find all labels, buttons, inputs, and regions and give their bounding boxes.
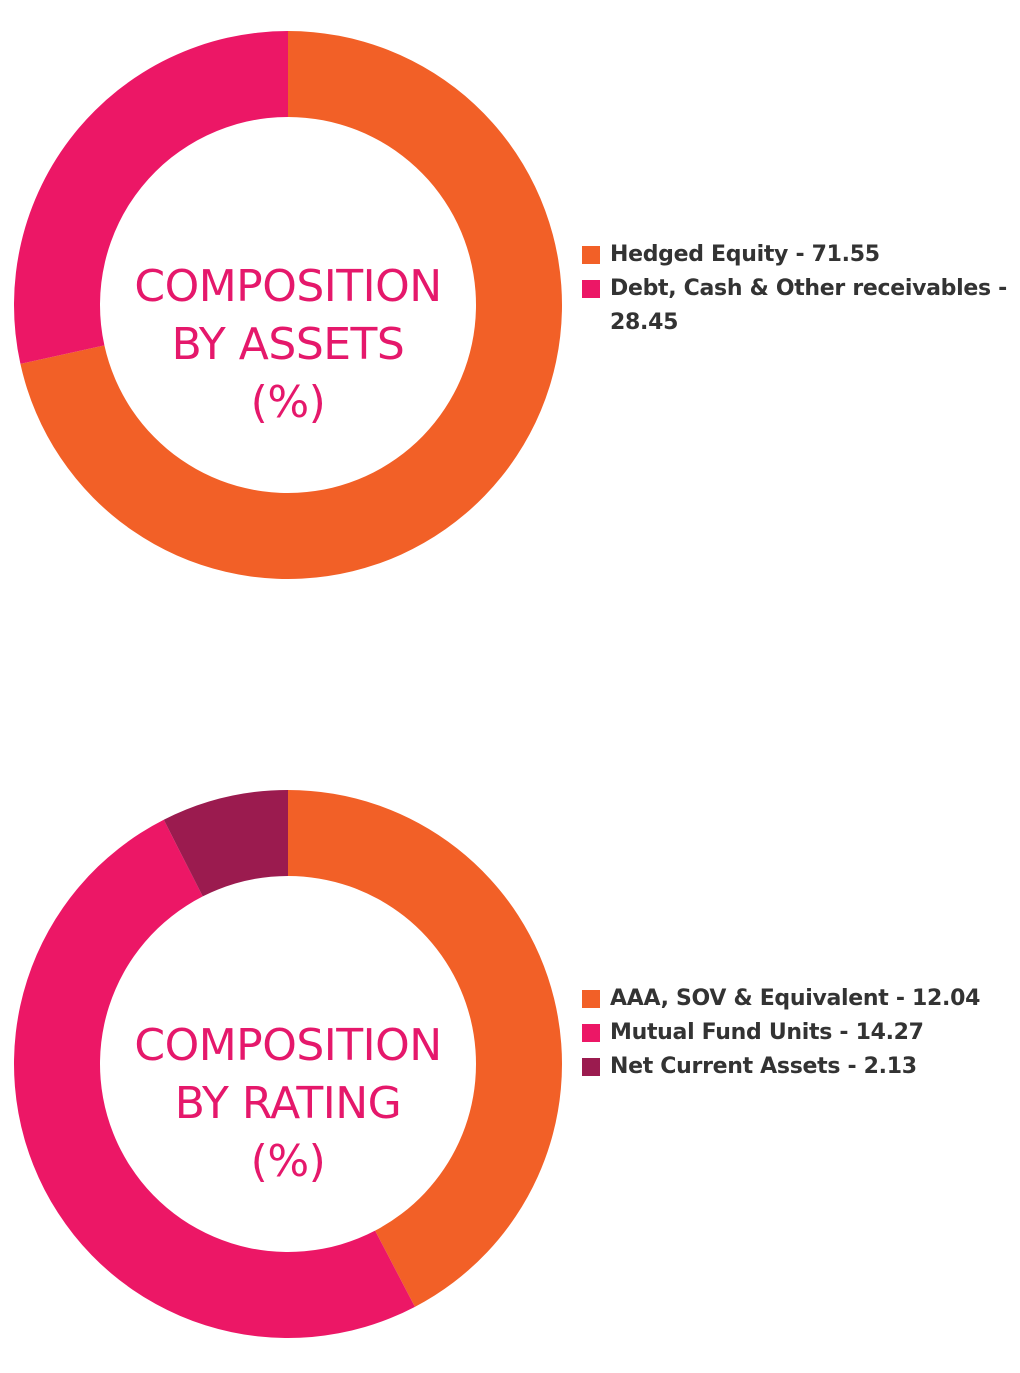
assets-center-line-3: (%) xyxy=(250,377,326,428)
donut-slice-0 xyxy=(288,790,562,1307)
donut-slice-1 xyxy=(14,31,288,364)
legend-label: Debt, Cash & Other receivables - 28.45 xyxy=(610,276,1007,335)
legend-label: Hedged Equity - 71.55 xyxy=(610,242,880,267)
legend-label: Mutual Fund Units - 14.27 xyxy=(610,1020,924,1045)
assets-center-line-1: COMPOSITION xyxy=(134,261,442,312)
rating-center-line-3: (%) xyxy=(250,1136,326,1187)
assets-center-label: COMPOSITION BY ASSETS (%) xyxy=(88,258,488,432)
rating-donut xyxy=(13,790,562,1339)
assets-donut xyxy=(14,31,562,579)
rating-center-line-1: COMPOSITION xyxy=(134,1020,442,1071)
legend-swatch xyxy=(582,1024,600,1042)
legend-item-debt-cash-other: Debt, Cash & Other receivables - 28.45 xyxy=(582,272,1012,340)
legend-swatch xyxy=(582,246,600,264)
composition-by-rating-chart: COMPOSITION BY RATING (%) AAA, SOV & Equ… xyxy=(0,760,1020,1360)
legend-item-hedged-equity: Hedged Equity - 71.55 xyxy=(582,238,1012,272)
legend-swatch xyxy=(582,990,600,1008)
legend-label: AAA, SOV & Equivalent - 12.04 xyxy=(610,986,981,1011)
donut-slice-0 xyxy=(20,31,562,579)
rating-center-line-2: BY RATING xyxy=(174,1078,402,1129)
legend-item-aaa-sov: AAA, SOV & Equivalent - 12.04 xyxy=(582,982,1012,1016)
legend-swatch xyxy=(582,1058,600,1076)
rating-legend: AAA, SOV & Equivalent - 12.04 Mutual Fun… xyxy=(582,982,1012,1084)
composition-by-assets-chart: COMPOSITION BY ASSETS (%) Hedged Equity … xyxy=(0,0,1020,620)
assets-legend: Hedged Equity - 71.55 Debt, Cash & Other… xyxy=(582,238,1012,340)
legend-item-mutual-fund-units: Mutual Fund Units - 14.27 xyxy=(582,1016,1012,1050)
donut-slice-1 xyxy=(13,819,415,1339)
donut-slice-2 xyxy=(163,790,288,897)
rating-center-label: COMPOSITION BY RATING (%) xyxy=(88,1017,488,1191)
assets-center-line-2: BY ASSETS xyxy=(171,319,405,370)
legend-item-net-current-assets: Net Current Assets - 2.13 xyxy=(582,1050,1012,1084)
legend-label: Net Current Assets - 2.13 xyxy=(610,1054,917,1079)
legend-swatch xyxy=(582,280,600,298)
